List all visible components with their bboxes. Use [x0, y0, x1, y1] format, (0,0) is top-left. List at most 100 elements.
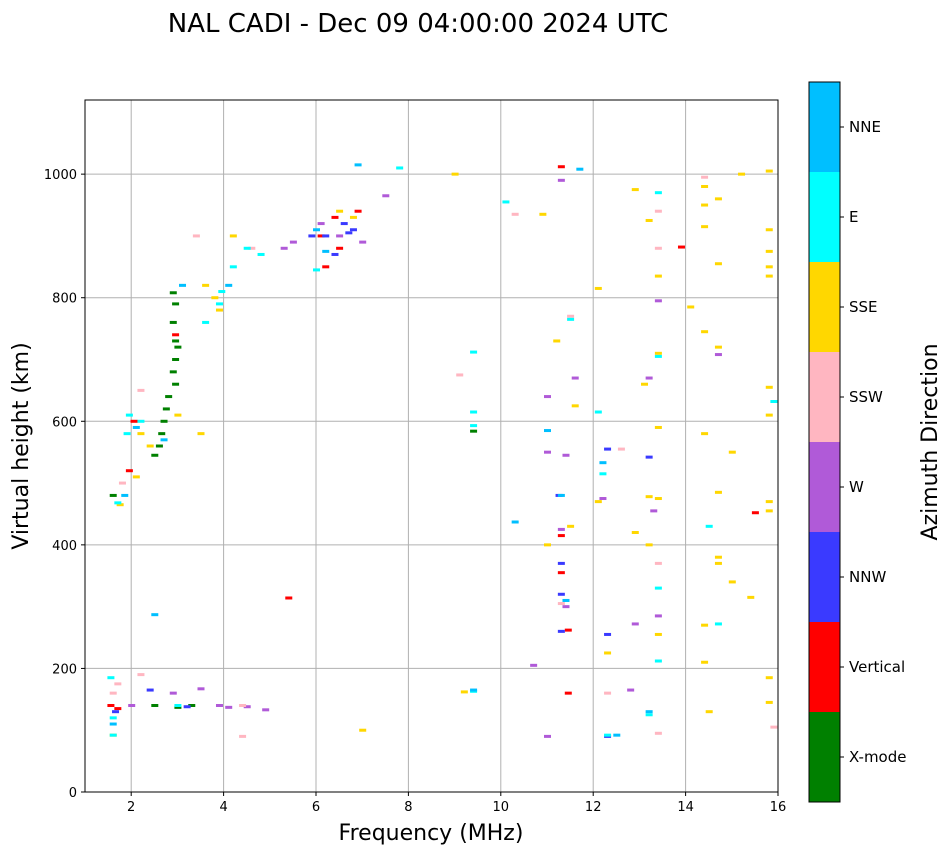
- data-point-vertical: [317, 234, 325, 238]
- data-point-w: [631, 622, 639, 626]
- y-tick-label: 800: [52, 292, 77, 307]
- data-point-sse: [229, 234, 237, 238]
- data-point-w: [557, 527, 565, 531]
- data-point-sse: [451, 172, 459, 176]
- data-point-nne: [151, 613, 159, 617]
- colorbar-swatch: [809, 172, 840, 262]
- data-point-ssw: [109, 691, 117, 695]
- data-point-sse: [701, 185, 709, 188]
- data-point-e: [645, 713, 653, 717]
- data-point-vertical: [564, 691, 572, 695]
- data-point-e: [137, 419, 145, 423]
- data-point-w: [382, 194, 390, 198]
- data-point-w: [359, 240, 367, 244]
- data-point-x-mode: [160, 419, 168, 423]
- data-point-sse: [594, 500, 602, 504]
- data-point-sse: [714, 561, 722, 565]
- data-point-sse: [765, 676, 773, 680]
- data-point-vertical: [172, 333, 180, 337]
- data-point-x-mode: [155, 444, 163, 448]
- data-point-w: [654, 299, 662, 303]
- data-point-x-mode: [172, 302, 180, 306]
- data-point-e: [604, 733, 612, 737]
- data-point-x-mode: [169, 320, 177, 324]
- data-point-e: [123, 432, 131, 436]
- colorbar-swatch: [809, 532, 840, 622]
- data-point-sse: [765, 169, 773, 173]
- data-point-e: [470, 410, 478, 414]
- data-point-e: [654, 191, 662, 195]
- data-point-sse: [738, 172, 746, 176]
- data-point-e: [109, 733, 117, 737]
- data-point-sse: [765, 249, 773, 253]
- data-point-e: [654, 586, 662, 590]
- data-point-ssw: [770, 725, 778, 729]
- data-point-e: [599, 472, 607, 476]
- x-tick-label: 16: [770, 800, 787, 815]
- data-point-e: [470, 350, 478, 354]
- data-point-e: [654, 354, 662, 358]
- chart-title: NAL CADI - Dec 09 04:00:00 2024 UTC: [168, 9, 668, 39]
- data-point-sse: [137, 432, 145, 436]
- data-point-nnw: [340, 222, 348, 226]
- data-point-sse: [714, 555, 722, 559]
- data-point-nne: [160, 438, 168, 442]
- data-point-nne: [576, 167, 584, 171]
- data-point-e: [396, 166, 404, 170]
- data-point-x-mode: [165, 395, 173, 399]
- data-point-sse: [539, 212, 547, 216]
- data-point-sse: [701, 432, 709, 436]
- data-point-ssw: [617, 447, 625, 451]
- data-point-ssw: [654, 246, 662, 250]
- data-point-nne: [511, 520, 519, 524]
- data-point-sse: [701, 330, 709, 334]
- data-point-sse: [571, 404, 579, 408]
- data-point-nne: [599, 461, 607, 465]
- data-point-vertical: [336, 246, 344, 250]
- data-point-w: [599, 497, 607, 501]
- data-point-w: [562, 605, 570, 609]
- data-point-x-mode: [158, 432, 166, 436]
- data-point-sse: [553, 339, 561, 343]
- data-point-sse: [765, 385, 773, 389]
- data-point-sse: [641, 382, 649, 386]
- data-point-nne: [544, 429, 551, 433]
- data-point-nne: [322, 249, 330, 253]
- data-point-e: [243, 246, 251, 250]
- data-point-w: [128, 704, 136, 707]
- data-point-sse: [714, 345, 722, 349]
- data-point-nne: [470, 688, 478, 692]
- y-axis-label: Virtual height (km): [9, 342, 34, 549]
- data-point-ssw: [654, 209, 662, 213]
- data-point-nne: [132, 425, 140, 429]
- data-point-sse: [174, 413, 182, 417]
- data-point-ssw: [557, 602, 565, 606]
- data-point-ssw: [137, 673, 145, 677]
- data-point-sse: [197, 432, 205, 436]
- data-point-sse: [701, 623, 709, 627]
- data-point-e: [770, 400, 778, 404]
- data-point-w: [530, 663, 538, 667]
- data-point-x-mode: [109, 493, 117, 497]
- data-point-nnw: [322, 234, 330, 238]
- data-point-ssw: [654, 731, 662, 735]
- data-point-w: [197, 687, 205, 691]
- data-point-vertical: [564, 628, 572, 632]
- data-point-w: [225, 705, 233, 709]
- data-point-e: [215, 302, 223, 306]
- data-point-w: [317, 222, 325, 226]
- colorbar-frame: [808, 81, 841, 803]
- data-point-nnw: [557, 561, 565, 565]
- data-point-sse: [604, 651, 612, 655]
- data-point-ssw: [604, 691, 612, 695]
- x-tick-label: 10: [493, 800, 510, 815]
- data-point-nnw: [604, 632, 612, 636]
- data-point-e: [567, 317, 575, 321]
- data-point-sse: [701, 660, 709, 664]
- data-point-sse: [654, 351, 662, 355]
- data-point-sse: [714, 490, 722, 494]
- data-point-sse: [765, 500, 773, 504]
- data-point-sse: [349, 215, 357, 219]
- data-point-ssw: [654, 561, 662, 565]
